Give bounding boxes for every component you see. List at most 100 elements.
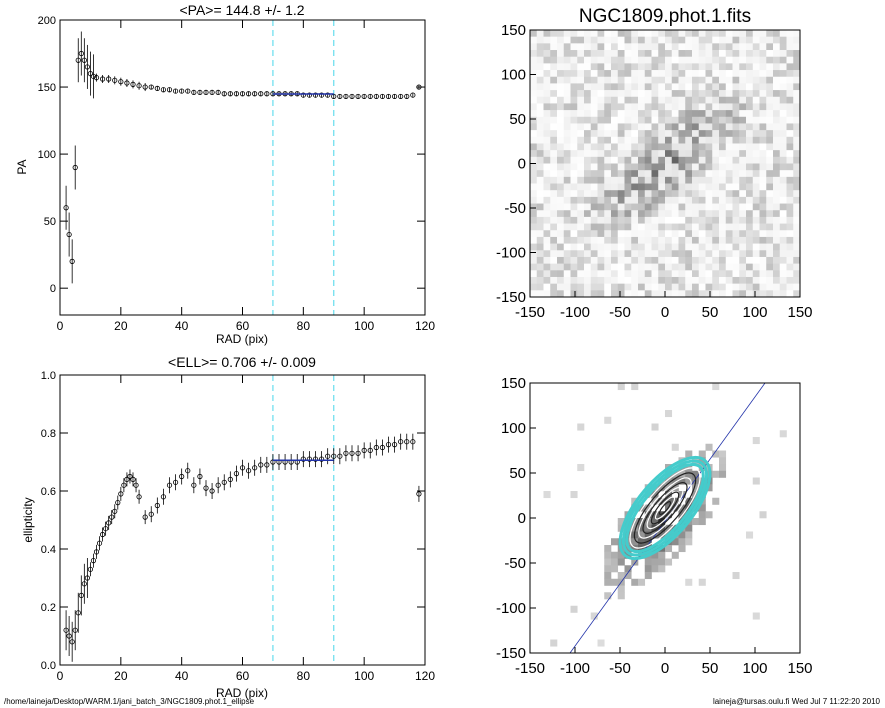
image-pixel [611,538,619,546]
image-pixel [530,223,538,231]
image-pixel [557,290,565,298]
image-pixel [692,83,700,91]
image-pixel [597,216,605,224]
image-pixel [530,136,538,144]
image-pixel [631,545,639,553]
image-pixel [631,150,639,158]
image-pixel [584,190,592,198]
image-pixel [678,130,686,138]
image-pixel [658,30,666,37]
image-pixel [530,116,538,124]
image-pixel [530,143,538,151]
image-pixel [698,56,706,64]
image-pixel [752,30,760,37]
image-pixel [698,290,706,298]
image-pixel [638,210,646,218]
image-pixel [584,90,592,98]
image-pixel [644,116,652,124]
image-pixel [577,270,585,278]
image-pixel [631,263,639,271]
x-tick-label: 80 [297,669,311,683]
image-pixel [617,263,625,271]
image-pixel [678,196,686,204]
image-pixel [665,170,673,178]
image-pixel [651,263,659,271]
isophote-ellipse [658,501,672,515]
image-pixel [644,56,652,64]
image-pixel [671,30,679,37]
image-pixel [746,243,754,251]
image-pixel [563,123,571,131]
image-pixel [550,263,558,271]
image-pixel [557,116,565,124]
image-pixel [577,170,585,178]
image-pixel [678,216,686,224]
image-pixel [725,70,733,78]
image-pixel [550,50,558,57]
image-pixel [604,592,612,600]
image-pixel [631,90,639,98]
image-pixel [604,156,612,164]
data-point [367,447,373,453]
data-point [87,566,94,572]
image-pixel [671,551,679,559]
image-pixel [671,116,679,124]
image-pixel [584,136,592,144]
image-pixel [773,183,781,191]
image-pixel [590,150,598,158]
image-pixel [732,163,740,171]
image-pixel [793,90,801,98]
image-pixel [530,150,538,158]
image-pixel [611,263,619,271]
image-pixel [739,243,747,251]
image-pixel [570,230,578,238]
image-pixel [678,276,686,284]
image-pixel [584,223,592,231]
image-pixel [577,190,585,198]
image-pixel [692,123,700,131]
image-pixel [624,290,632,298]
image-pixel [739,210,747,218]
image-pixel [638,76,646,84]
image-pixel [624,276,632,284]
image-pixel [725,283,733,291]
image-pixel [766,96,774,104]
image-pixel [779,136,787,144]
image-pixel [543,230,551,238]
image-pixel [692,43,700,51]
ell-xlabel: RAD (pix) [216,686,268,700]
image-pixel [577,83,585,91]
image-pixel [712,130,720,138]
image-pixel [752,216,760,224]
image-pixel [665,36,673,44]
image-pixel [563,150,571,158]
image-pixel [638,90,646,98]
image-pixel [685,196,693,204]
image-pixel [752,103,760,111]
image-pixel [543,276,551,284]
image-pixel [779,96,787,104]
y-tick-label: 0 [518,156,526,173]
image-pixel [536,216,544,224]
image-pixel [617,83,625,91]
image-pixel [786,236,794,244]
image-pixel [543,83,551,91]
image-pixel [793,250,801,258]
image-pixel [705,290,713,298]
image-pixel [651,423,659,431]
image-pixel [570,223,578,231]
image-pixel [793,70,801,78]
image-pixel [611,30,619,37]
image-pixel [719,123,727,131]
image-pixel [617,143,625,151]
image-pixel [752,90,760,98]
image-pixel [779,283,787,291]
image-pixel [624,263,632,271]
image-pixel [692,156,700,164]
image-pixel [584,56,592,64]
data-point [367,93,373,100]
image-pixel [725,203,733,211]
image-pixel [752,256,760,264]
image-pixel [759,56,767,64]
image-pixel [759,203,767,211]
